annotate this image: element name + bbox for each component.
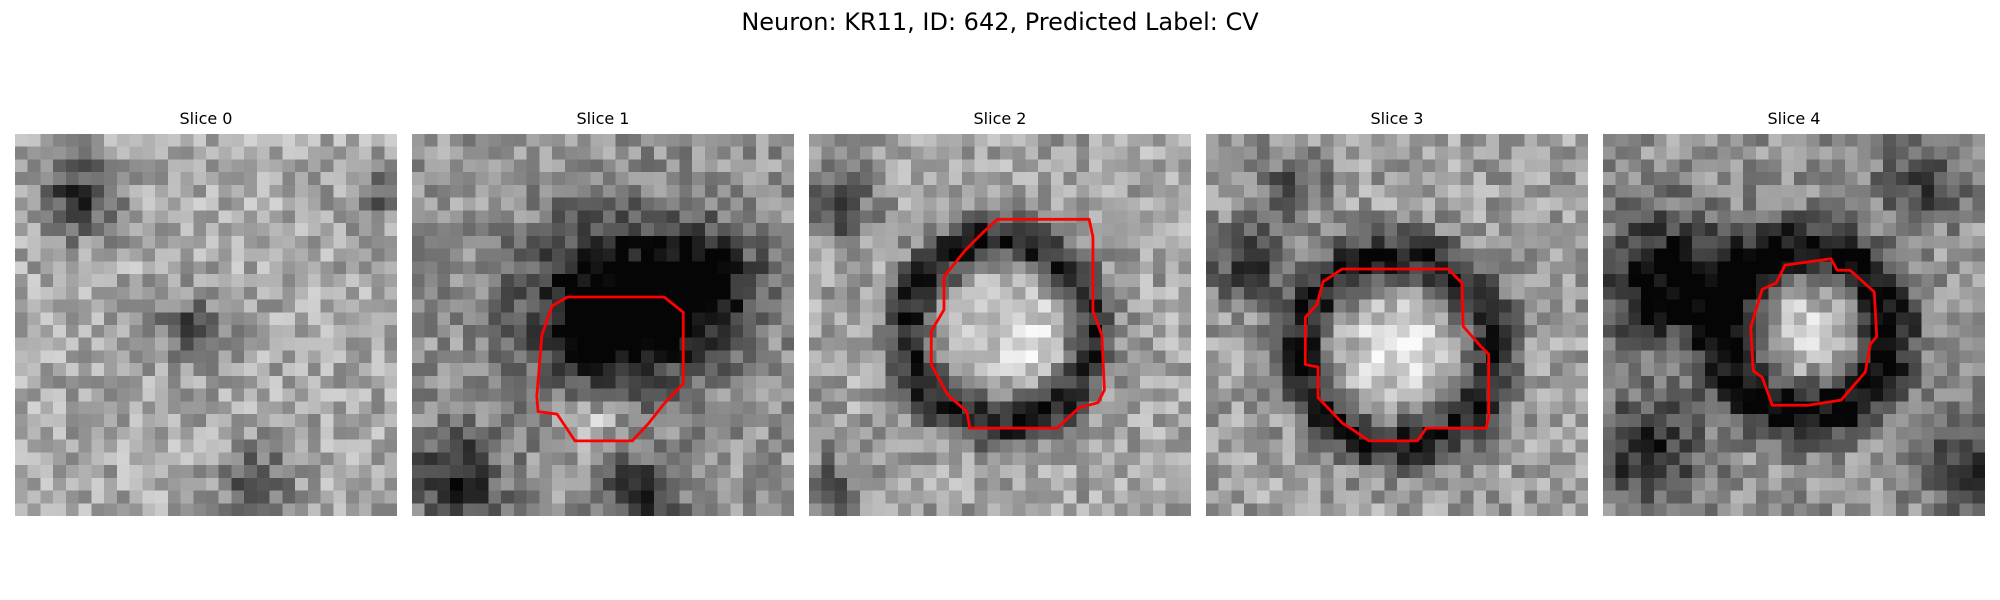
slice-image-svg: [15, 134, 397, 516]
roi-contour: [1303, 267, 1491, 443]
roi-contour: [929, 217, 1106, 430]
slice-title: Slice 0: [179, 109, 233, 128]
slice-image: [809, 134, 1191, 516]
slice-title: Slice 4: [1767, 109, 1821, 128]
slice-image: [412, 134, 794, 516]
roi-contour: [1749, 257, 1879, 407]
slice-image: [15, 134, 397, 516]
slice-title: Slice 3: [1370, 109, 1424, 128]
slice-title: Slice 1: [576, 109, 630, 128]
figure-title: Neuron: KR11, ID: 642, Predicted Label: …: [741, 8, 1259, 36]
slice-image: [1206, 134, 1588, 516]
slice-panel-2: Slice 2: [809, 108, 1191, 516]
slice-image: [1603, 134, 1985, 516]
roi-contour: [535, 295, 685, 443]
slice-image-svg: [412, 134, 794, 516]
slice-image-svg: [1603, 134, 1985, 516]
slice-title: Slice 2: [973, 109, 1027, 128]
slice-panel-4: Slice 4: [1603, 108, 1985, 516]
slice-panel-1: Slice 1: [412, 108, 794, 516]
slice-image-svg: [1206, 134, 1588, 516]
slice-panel-0: Slice 0: [15, 108, 397, 516]
slice-image-svg: [809, 134, 1191, 516]
slice-panel-3: Slice 3: [1206, 108, 1588, 516]
